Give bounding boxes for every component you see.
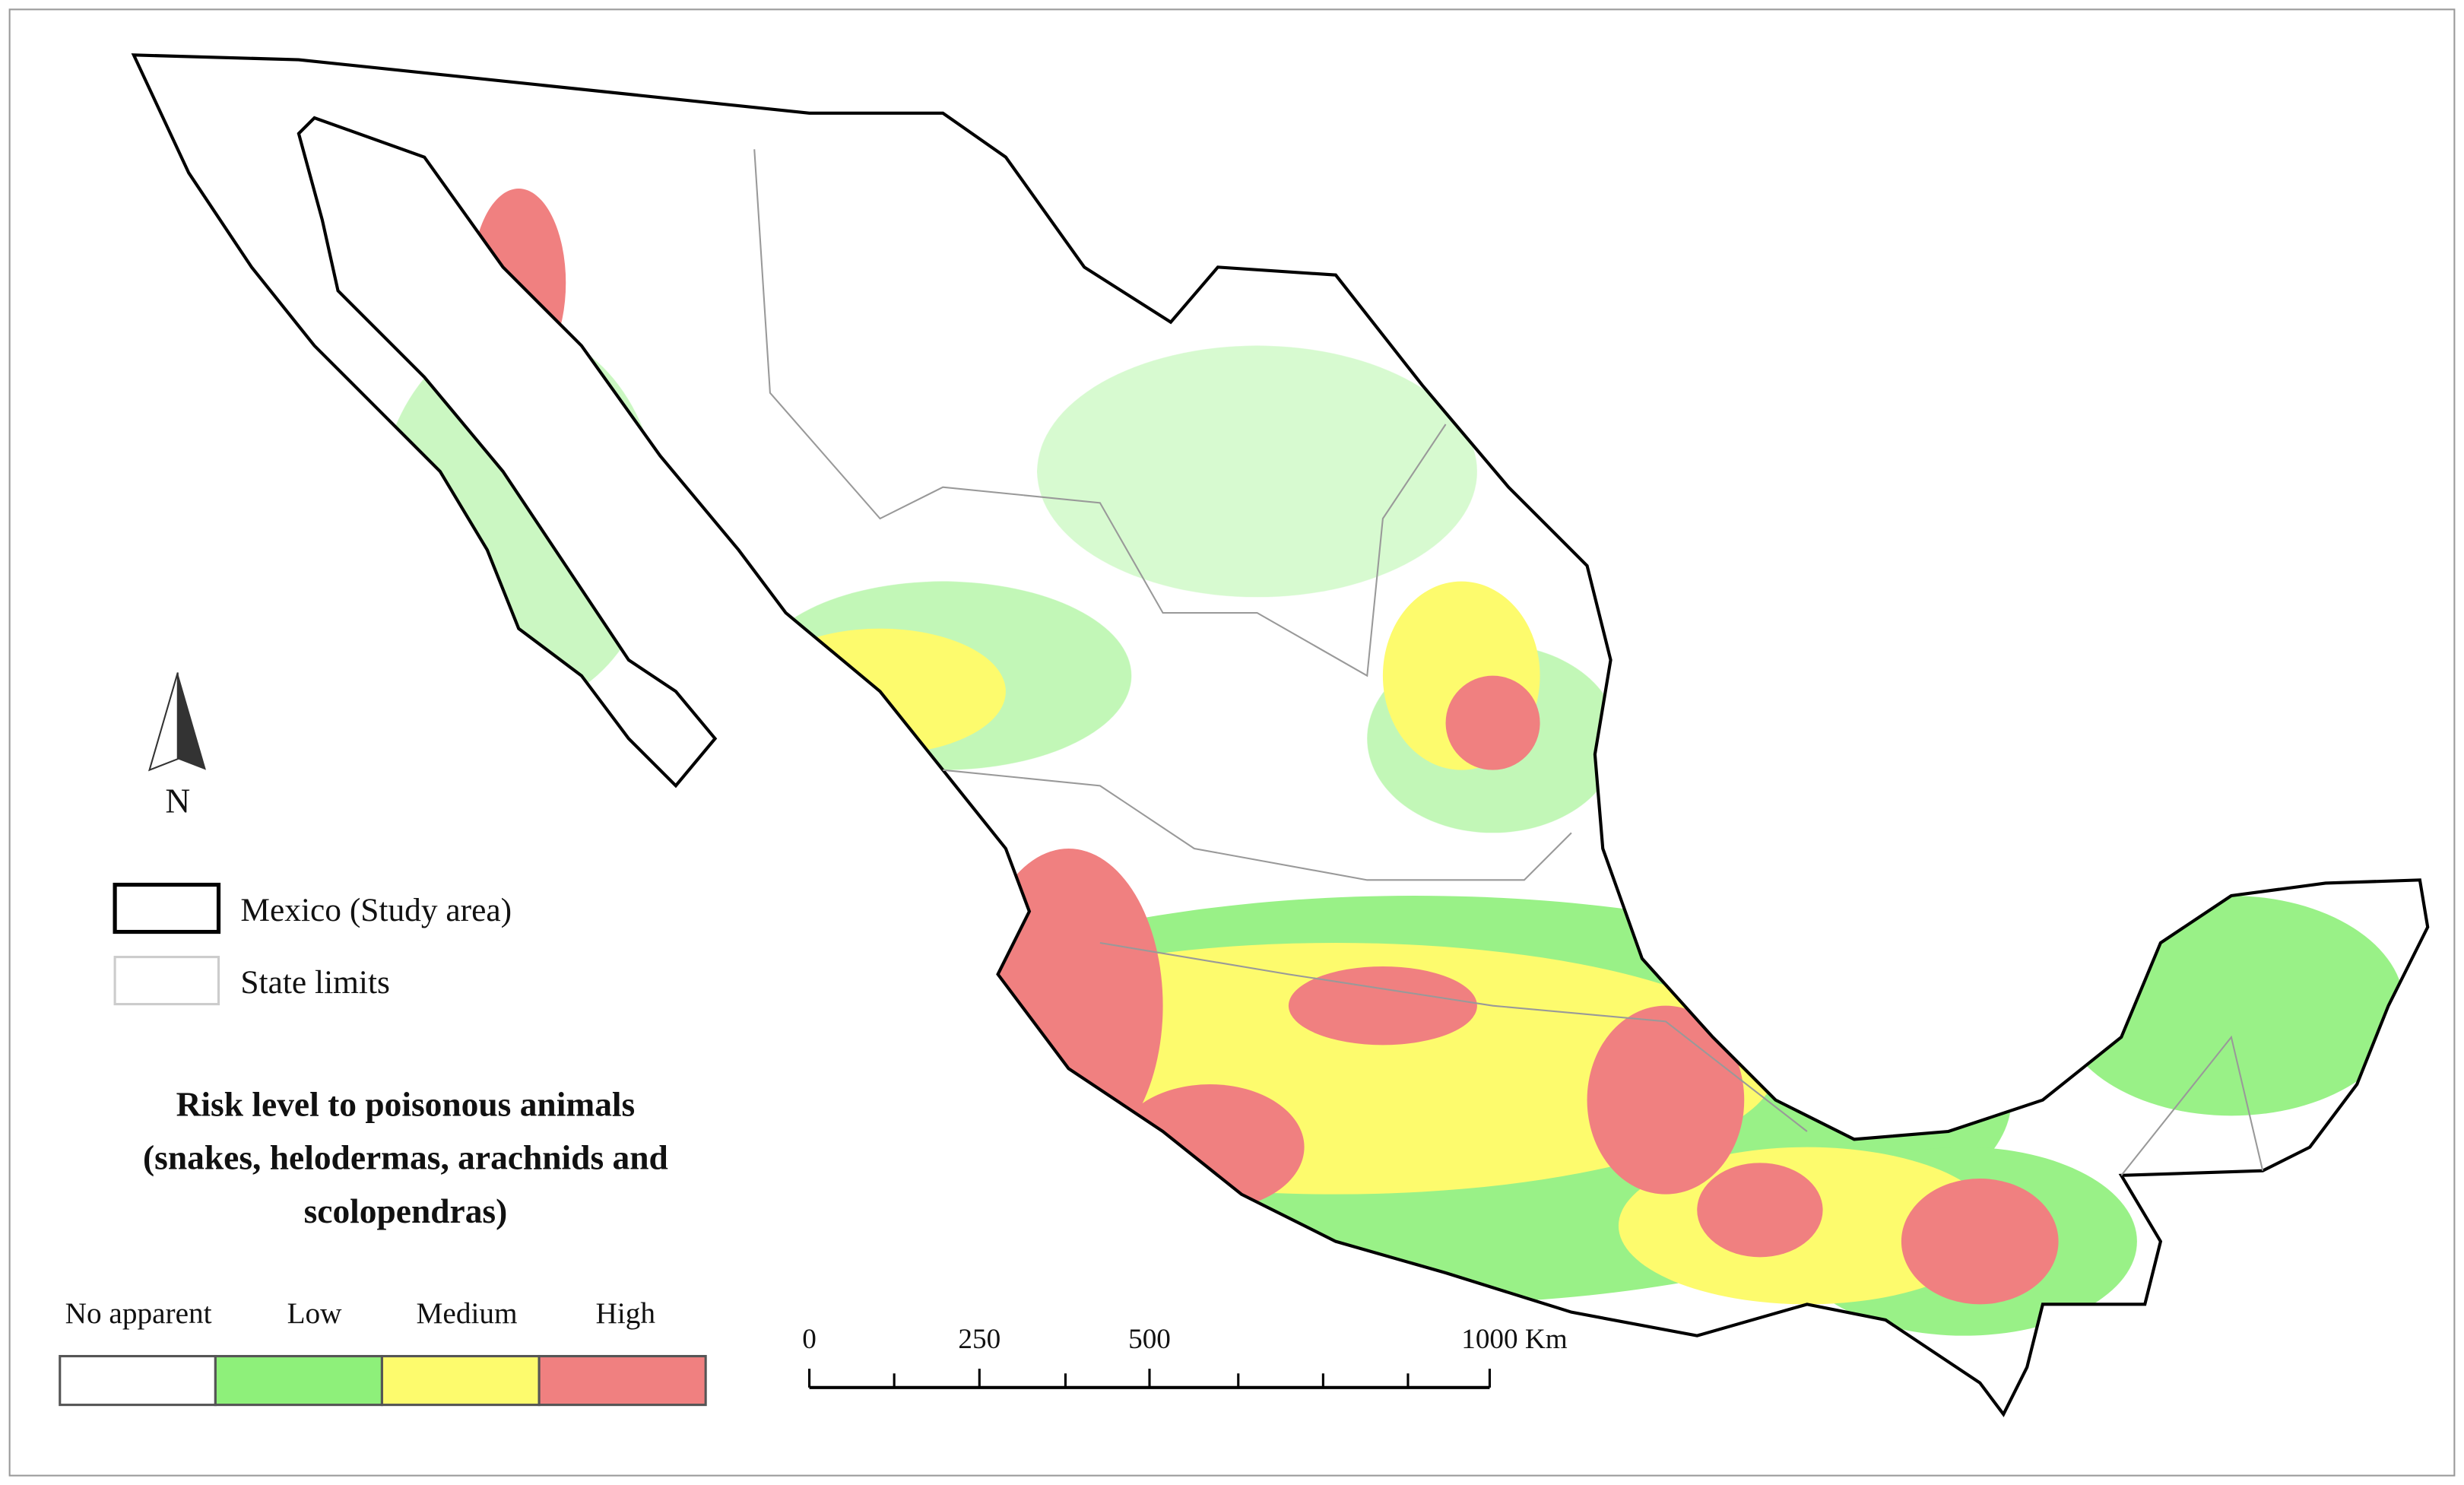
- legend-class-swatch: [380, 1354, 541, 1407]
- legend-title: Risk level to poisonous animals: [176, 1084, 636, 1123]
- scale-label: 0: [802, 1324, 817, 1355]
- legend-class-swatch: [59, 1354, 217, 1407]
- legend-class-swatch: [214, 1354, 383, 1407]
- legend-boundary-label: Mexico (Study area): [240, 892, 512, 928]
- state-lines: [753, 149, 2264, 1176]
- legend-title: (snakes, helodermas, arachnids and: [143, 1138, 668, 1177]
- scale-label: 500: [1128, 1324, 1171, 1355]
- scale-label: 1000 Km: [1461, 1324, 1568, 1355]
- legend-country-swatch: [113, 882, 221, 934]
- legend-state-swatch: [113, 956, 220, 1006]
- legend-class-swatch: [538, 1354, 707, 1407]
- scale-minor-ticks: [893, 1373, 1410, 1388]
- legend-class-label: Medium: [417, 1297, 518, 1330]
- legend-class-label: No apparent: [65, 1297, 212, 1330]
- scale-label: 250: [958, 1324, 1001, 1355]
- legend-boundary-label: State limits: [240, 964, 389, 1001]
- legend-class-label: Low: [287, 1297, 343, 1330]
- legend-class-label: High: [596, 1297, 656, 1330]
- legend-title: scolopendras): [304, 1191, 508, 1230]
- north-label: N: [165, 781, 190, 820]
